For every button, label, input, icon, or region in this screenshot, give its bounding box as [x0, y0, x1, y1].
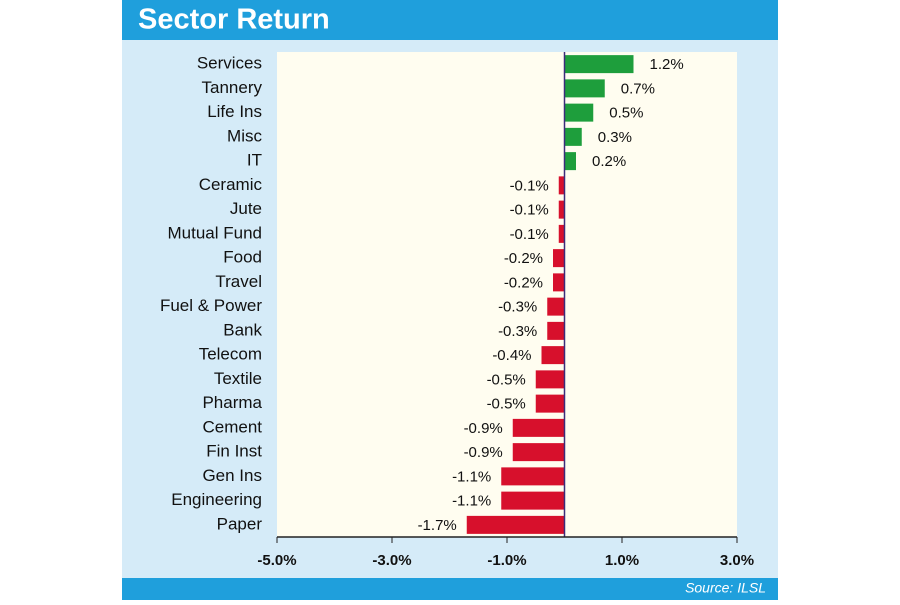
category-label: Paper [217, 514, 263, 533]
category-label: Bank [223, 320, 262, 339]
value-label: -0.1% [510, 202, 549, 219]
value-label: -1.1% [452, 493, 491, 510]
bar [558, 176, 565, 195]
value-label: 0.5% [609, 105, 643, 122]
plot-area [277, 52, 737, 537]
value-label: -1.1% [452, 468, 491, 485]
value-label: -0.5% [487, 371, 526, 388]
x-tick-label: 3.0% [720, 552, 754, 569]
value-label: -0.1% [510, 177, 549, 194]
bar [541, 346, 565, 365]
source: Source: ILSL [685, 580, 766, 596]
category-label: Ceramic [199, 175, 263, 194]
bar [547, 321, 565, 340]
category-label: Fuel & Power [160, 296, 262, 315]
x-tick-label: -3.0% [372, 552, 411, 569]
bar [553, 249, 565, 268]
x-tick-label: 1.0% [605, 552, 639, 569]
bar [558, 200, 565, 219]
category-label: Food [223, 248, 262, 267]
category-label: Gen Ins [202, 466, 262, 485]
category-label: Travel [215, 272, 262, 291]
bar [564, 55, 634, 74]
value-label: 0.3% [598, 129, 632, 146]
value-label: -0.5% [487, 396, 526, 413]
category-label: Textile [214, 369, 262, 388]
bar [466, 515, 565, 534]
chart-title: Sector Return [138, 4, 330, 36]
bar [535, 370, 565, 389]
bar [564, 79, 605, 98]
category-label: Engineering [171, 490, 262, 509]
x-tick-label: -5.0% [257, 552, 296, 569]
bar [547, 297, 565, 316]
bar [558, 224, 565, 243]
bar [564, 152, 576, 171]
value-label: -0.9% [464, 420, 503, 437]
category-label: Tannery [202, 78, 263, 97]
value-label: -1.7% [418, 517, 457, 534]
bar [564, 127, 582, 146]
value-label: -0.2% [504, 250, 543, 267]
category-label: Misc [227, 126, 262, 145]
category-label: Pharma [202, 393, 262, 412]
value-label: -0.1% [510, 226, 549, 243]
category-label: Cement [202, 417, 262, 436]
value-label: -0.2% [504, 274, 543, 291]
bar [512, 418, 565, 437]
bar [564, 103, 594, 122]
footer-bar [122, 578, 778, 600]
value-label: -0.4% [492, 347, 531, 364]
value-label: -0.9% [464, 444, 503, 461]
category-label: Services [197, 54, 262, 73]
bar [535, 394, 565, 413]
category-label: Life Ins [207, 102, 262, 121]
title-bar [122, 0, 778, 40]
bar [553, 273, 565, 292]
category-label: Telecom [199, 345, 262, 364]
category-label: Fin Inst [206, 442, 262, 461]
bar [501, 467, 565, 486]
value-label: 0.7% [621, 80, 655, 97]
x-tick-label: -1.0% [487, 552, 526, 569]
bar [512, 443, 565, 462]
value-label: -0.3% [498, 323, 537, 340]
value-label: 1.2% [650, 56, 684, 73]
bar [501, 491, 565, 510]
value-label: -0.3% [498, 299, 537, 316]
value-label: 0.2% [592, 153, 626, 170]
category-label: Jute [230, 199, 262, 218]
category-label: IT [247, 151, 262, 170]
category-label: Mutual Fund [168, 223, 263, 242]
